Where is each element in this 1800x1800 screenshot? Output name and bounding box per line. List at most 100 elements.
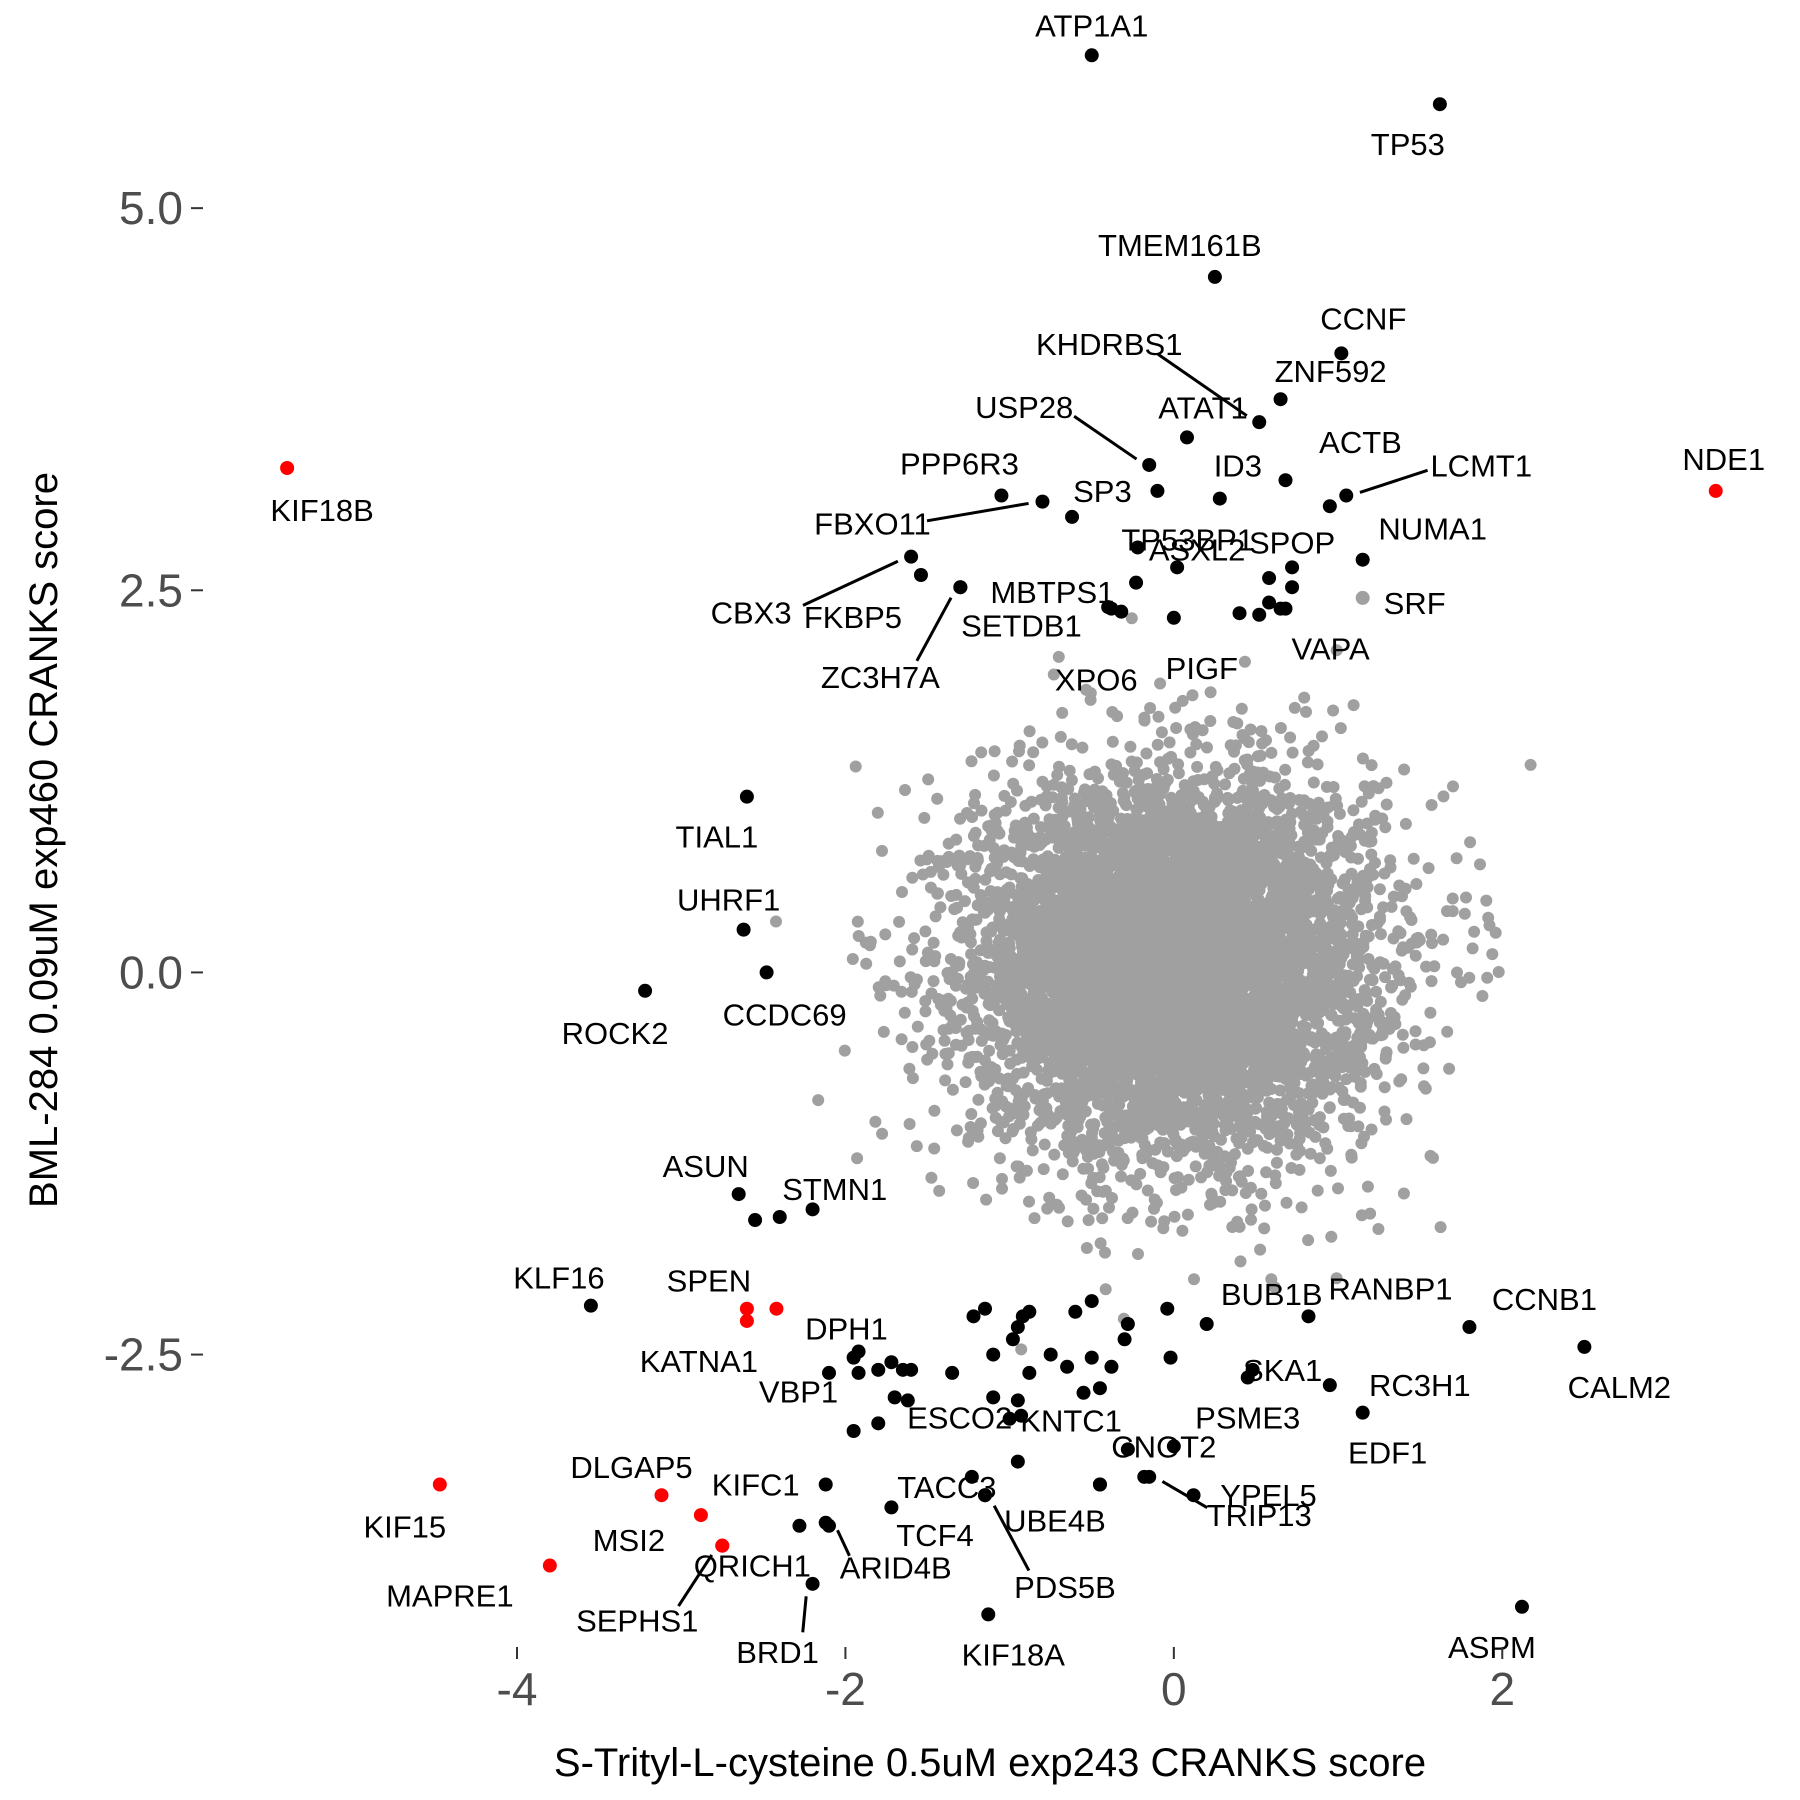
background-point (1082, 1214, 1095, 1227)
background-point (1191, 760, 1204, 773)
background-point (1003, 881, 1016, 894)
background-point (1055, 791, 1068, 804)
background-point (1279, 763, 1292, 776)
background-point (1181, 1208, 1194, 1221)
background-point (1366, 974, 1379, 987)
background-point (1050, 931, 1062, 944)
background-point (896, 886, 908, 898)
background-point (1352, 1120, 1365, 1133)
background-point (1405, 914, 1418, 926)
background-point (983, 1044, 996, 1057)
background-point (1369, 809, 1382, 822)
background-point (1028, 1212, 1041, 1225)
background-point (927, 936, 940, 949)
background-point (1254, 1243, 1267, 1256)
background-point (1344, 986, 1357, 999)
background-point (1229, 739, 1242, 752)
background-point (1325, 1230, 1338, 1243)
background-point (975, 746, 988, 759)
background-point (1377, 901, 1390, 914)
background-point (1365, 759, 1378, 772)
background-point (1524, 758, 1537, 771)
background-point (1234, 1255, 1247, 1268)
background-point (1298, 691, 1311, 704)
background-point (1017, 1108, 1030, 1121)
background-point (1053, 760, 1065, 773)
background-point (906, 943, 919, 956)
background-point (1260, 734, 1272, 747)
background-point (1464, 836, 1477, 849)
background-point (993, 1004, 1006, 1017)
background-point (911, 1020, 924, 1033)
background-point (1015, 1092, 1028, 1105)
background-point (1407, 852, 1420, 865)
background-point (1189, 1160, 1202, 1173)
background-point (1294, 1126, 1307, 1139)
background-point (939, 1074, 952, 1087)
background-point (987, 769, 1000, 782)
background-point (1105, 758, 1118, 771)
background-point (1311, 758, 1324, 771)
background-point (965, 948, 978, 961)
background-point (1356, 752, 1369, 765)
background-point (1260, 1166, 1273, 1179)
background-point (1409, 1025, 1422, 1038)
background-point (1245, 1213, 1257, 1226)
background-point (1327, 849, 1340, 862)
background-point (1140, 747, 1153, 760)
background-points (770, 612, 1537, 1356)
background-point (1468, 925, 1481, 938)
background-point (1423, 1036, 1436, 1049)
background-point (906, 871, 919, 884)
background-point (965, 1108, 978, 1120)
background-point (938, 1034, 951, 1047)
background-point (1041, 1202, 1054, 1215)
background-point (1245, 1203, 1258, 1216)
background-point (1113, 775, 1126, 788)
background-point (1038, 1138, 1051, 1151)
background-point (770, 915, 782, 928)
background-point (1184, 746, 1197, 759)
background-point (871, 806, 884, 819)
background-point (989, 817, 1002, 829)
background-point (922, 773, 935, 786)
background-point (1259, 1199, 1271, 1212)
background-point (903, 1062, 916, 1075)
background-point (898, 1006, 911, 1019)
background-point (1351, 1039, 1364, 1052)
background-point (1189, 721, 1202, 734)
background-point (879, 928, 892, 941)
background-point (1330, 1031, 1343, 1044)
background-point (877, 1025, 890, 1038)
background-point (1205, 1189, 1218, 1202)
background-point (1419, 1082, 1432, 1095)
background-point (1124, 740, 1137, 753)
background-point (1154, 677, 1167, 690)
background-point (1017, 1066, 1030, 1079)
background-point (998, 789, 1011, 802)
background-point (1426, 937, 1438, 950)
background-point (1023, 759, 1036, 772)
background-point (1280, 1196, 1293, 1209)
background-point (1316, 730, 1328, 743)
background-point (1204, 715, 1217, 727)
background-point (1255, 1187, 1268, 1200)
background-point (1301, 756, 1314, 769)
background-point (1365, 826, 1378, 839)
background-point (1087, 1202, 1100, 1215)
background-point (1106, 735, 1119, 748)
background-point (1235, 702, 1248, 715)
background-point (1020, 1164, 1033, 1177)
background-point (1307, 776, 1320, 789)
background-point (1378, 867, 1391, 880)
background-point (1168, 1210, 1181, 1223)
background-point (1458, 907, 1471, 920)
background-point (1188, 1273, 1200, 1286)
background-point (1096, 1158, 1108, 1171)
background-point (1384, 854, 1397, 867)
background-point (993, 1152, 1006, 1165)
background-point (1215, 1133, 1227, 1146)
background-point (1270, 1156, 1283, 1169)
background-point (918, 811, 931, 824)
background-point (1027, 812, 1040, 825)
